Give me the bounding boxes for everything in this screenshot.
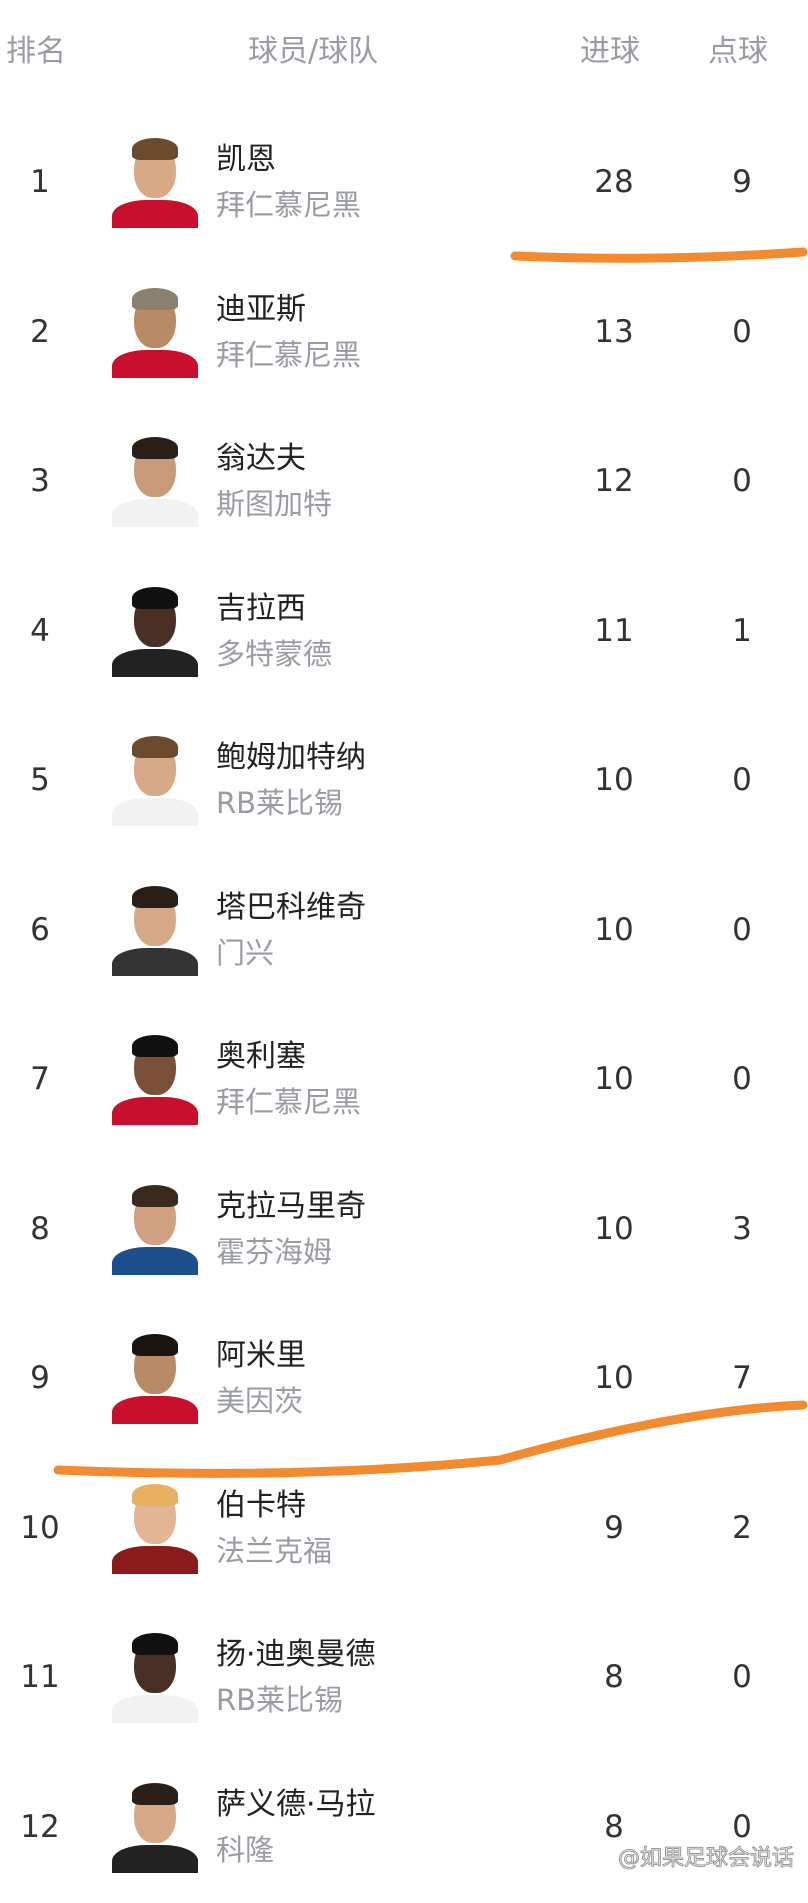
player-avatar xyxy=(110,1633,200,1723)
table-row[interactable]: 3 翁达夫 斯图加特 12 0 xyxy=(0,407,808,557)
player-avatar xyxy=(110,287,200,378)
goals: 10 xyxy=(594,1360,634,1396)
penalties: 0 xyxy=(732,1808,752,1845)
team-name[interactable]: 门兴 xyxy=(216,935,275,970)
rank: 2 xyxy=(30,313,50,350)
player-avatar xyxy=(110,1782,200,1873)
goals: 10 xyxy=(594,911,634,948)
team-name[interactable]: 霍芬海姆 xyxy=(216,1234,333,1269)
team-name[interactable]: 拜仁慕尼黑 xyxy=(216,188,362,222)
team-name[interactable]: 斯图加特 xyxy=(216,487,333,521)
team-name[interactable]: 科隆 xyxy=(216,1832,275,1867)
penalties: 0 xyxy=(732,762,752,798)
player-avatar xyxy=(110,138,200,228)
penalties: 0 xyxy=(732,1659,752,1695)
team-name[interactable]: 拜仁慕尼黑 xyxy=(216,1085,362,1119)
team-name[interactable]: 法兰克福 xyxy=(216,1533,333,1568)
watermark: @如果足球会说话 xyxy=(617,1846,794,1872)
player-name[interactable]: 扬·迪奥曼德 xyxy=(216,1637,376,1672)
underline-divider xyxy=(53,1400,808,1478)
table-row[interactable]: 4 吉拉西 多特蒙德 11 1 xyxy=(0,557,808,707)
goals: 9 xyxy=(604,1509,624,1546)
player-name[interactable]: 克拉马里奇 xyxy=(216,1188,366,1224)
header-goals: 进球 xyxy=(580,34,640,69)
player-avatar xyxy=(110,1035,200,1125)
player-name[interactable]: 奥利塞 xyxy=(216,1039,306,1074)
goals: 8 xyxy=(604,1808,624,1845)
table-row[interactable]: 10 伯卡特 法兰克福 9 2 xyxy=(0,1454,808,1604)
penalties: 2 xyxy=(732,1509,752,1546)
table-row[interactable]: 9 阿米里 美因茨 10 7 xyxy=(0,1304,808,1454)
rank: 4 xyxy=(30,612,50,649)
goals: 10 xyxy=(594,1061,634,1097)
rank: 10 xyxy=(20,1509,60,1546)
rank: 6 xyxy=(30,911,50,948)
penalties: 0 xyxy=(732,911,752,948)
header-rank: 排名 xyxy=(6,34,66,69)
header-player-team: 球员/球队 xyxy=(248,34,379,69)
player-name[interactable]: 伯卡特 xyxy=(216,1487,306,1523)
team-name[interactable]: 拜仁慕尼黑 xyxy=(216,337,362,372)
penalties: 7 xyxy=(732,1360,752,1396)
team-name[interactable]: 多特蒙德 xyxy=(216,636,333,671)
player-name[interactable]: 阿米里 xyxy=(216,1338,306,1373)
player-avatar xyxy=(110,437,200,527)
rank: 7 xyxy=(30,1061,50,1097)
penalties: 1 xyxy=(732,612,752,649)
table-row[interactable]: 1 凯恩 拜仁慕尼黑 28 9 xyxy=(0,108,808,258)
goals: 28 xyxy=(594,164,634,200)
player-name[interactable]: 迪亚斯 xyxy=(216,291,306,327)
player-name[interactable]: 萨义德·马拉 xyxy=(216,1786,376,1822)
rank: 5 xyxy=(30,762,50,798)
player-name[interactable]: 翁达夫 xyxy=(216,441,306,476)
player-avatar xyxy=(110,885,200,976)
team-name[interactable]: RB莱比锡 xyxy=(216,786,344,820)
goals: 12 xyxy=(594,463,634,499)
team-name[interactable]: 美因茨 xyxy=(216,1384,304,1418)
table-row[interactable]: 12 萨义德·马拉 科隆 8 0 xyxy=(0,1753,808,1903)
player-avatar xyxy=(110,1334,200,1424)
header-penalties: 点球 xyxy=(708,34,768,69)
table-row[interactable]: 5 鲍姆加特纳 RB莱比锡 10 0 xyxy=(0,706,808,856)
rank: 3 xyxy=(30,463,50,499)
team-name[interactable]: RB莱比锡 xyxy=(216,1683,344,1717)
table-row[interactable]: 8 克拉马里奇 霍芬海姆 10 3 xyxy=(0,1155,808,1305)
player-avatar xyxy=(110,1483,200,1574)
player-name[interactable]: 塔巴科维奇 xyxy=(216,889,366,925)
rank: 9 xyxy=(30,1360,50,1396)
player-name[interactable]: 吉拉西 xyxy=(216,590,306,626)
goals: 10 xyxy=(594,762,634,798)
player-name[interactable]: 鲍姆加特纳 xyxy=(216,740,366,775)
penalties: 9 xyxy=(732,164,752,200)
underline-top xyxy=(510,247,808,263)
rank: 8 xyxy=(30,1210,50,1247)
goals: 13 xyxy=(594,313,634,350)
penalties: 3 xyxy=(732,1210,752,1247)
table-row[interactable]: 2 迪亚斯 拜仁慕尼黑 13 0 xyxy=(0,258,808,408)
goals: 10 xyxy=(594,1210,634,1247)
rank: 11 xyxy=(20,1659,60,1695)
table-row[interactable]: 7 奥利塞 拜仁慕尼黑 10 0 xyxy=(0,1005,808,1155)
penalties: 0 xyxy=(732,313,752,350)
penalties: 0 xyxy=(732,1061,752,1097)
player-avatar xyxy=(110,586,200,677)
rank: 1 xyxy=(30,164,50,200)
goals: 8 xyxy=(604,1659,624,1695)
table-row[interactable]: 6 塔巴科维奇 门兴 10 0 xyxy=(0,856,808,1006)
rank: 12 xyxy=(20,1808,60,1845)
player-name[interactable]: 凯恩 xyxy=(216,142,276,177)
penalties: 0 xyxy=(732,463,752,499)
player-avatar xyxy=(110,736,200,826)
table-row[interactable]: 11 扬·迪奥曼德 RB莱比锡 8 0 xyxy=(0,1603,808,1753)
goals: 11 xyxy=(594,612,634,649)
player-avatar xyxy=(110,1184,200,1275)
